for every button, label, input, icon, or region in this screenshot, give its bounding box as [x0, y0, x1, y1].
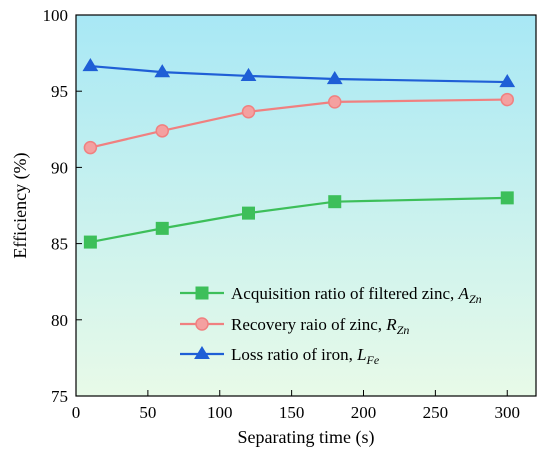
data-point-l — [154, 64, 171, 78]
y-tick-label: 85 — [51, 235, 68, 254]
x-tick-label: 250 — [423, 403, 449, 422]
plot-frame — [75, 14, 537, 397]
legend-label-a: Acquisition ratio of filtered zinc, AZn — [231, 284, 482, 306]
data-point-a — [155, 221, 169, 235]
y-tick-label: 90 — [51, 158, 68, 177]
data-point-r — [155, 124, 169, 138]
legend-label-r: Recovery raio of zinc, RZn — [231, 315, 409, 337]
legend-marker-r — [195, 317, 209, 331]
data-point-a — [242, 206, 255, 220]
x-tick-label: 300 — [495, 403, 521, 422]
data-point-l — [326, 70, 343, 85]
y-axis-title: Efficiency (%) — [10, 152, 31, 258]
x-tick-label: 0 — [72, 403, 81, 422]
x-tick-label: 150 — [279, 403, 305, 422]
x-tick-label: 50 — [139, 403, 156, 422]
data-point-a — [328, 195, 342, 209]
y-tick-label: 95 — [51, 82, 68, 101]
data-point-a — [83, 235, 97, 249]
data-point-r — [83, 140, 98, 155]
data-point-l — [82, 58, 99, 72]
y-tick-label: 80 — [51, 311, 68, 330]
data-point-l — [240, 67, 257, 82]
legend: Acquisition ratio of filtered zinc, AZn R… — [180, 284, 482, 367]
data-point-r — [328, 95, 342, 109]
data-point-l — [499, 74, 516, 88]
data-point-r — [500, 92, 514, 107]
x-axis-title: Separating time (s) — [238, 427, 375, 448]
x-tick-label: 100 — [207, 403, 233, 422]
ticks-layer: 0 50 100 150 200 250 300 75 80 85 90 95 100 — [43, 6, 521, 422]
data-point-r — [241, 105, 256, 119]
legend-marker-a — [195, 286, 209, 300]
y-tick-label: 75 — [51, 387, 68, 406]
legend-label-l: Loss ratio of iron, LFe — [231, 345, 380, 367]
y-tick-label: 100 — [43, 6, 69, 25]
legend-marker-l — [194, 345, 210, 360]
x-tick-label: 200 — [351, 403, 377, 422]
series-layer — [82, 58, 516, 249]
data-point-a — [500, 191, 514, 205]
